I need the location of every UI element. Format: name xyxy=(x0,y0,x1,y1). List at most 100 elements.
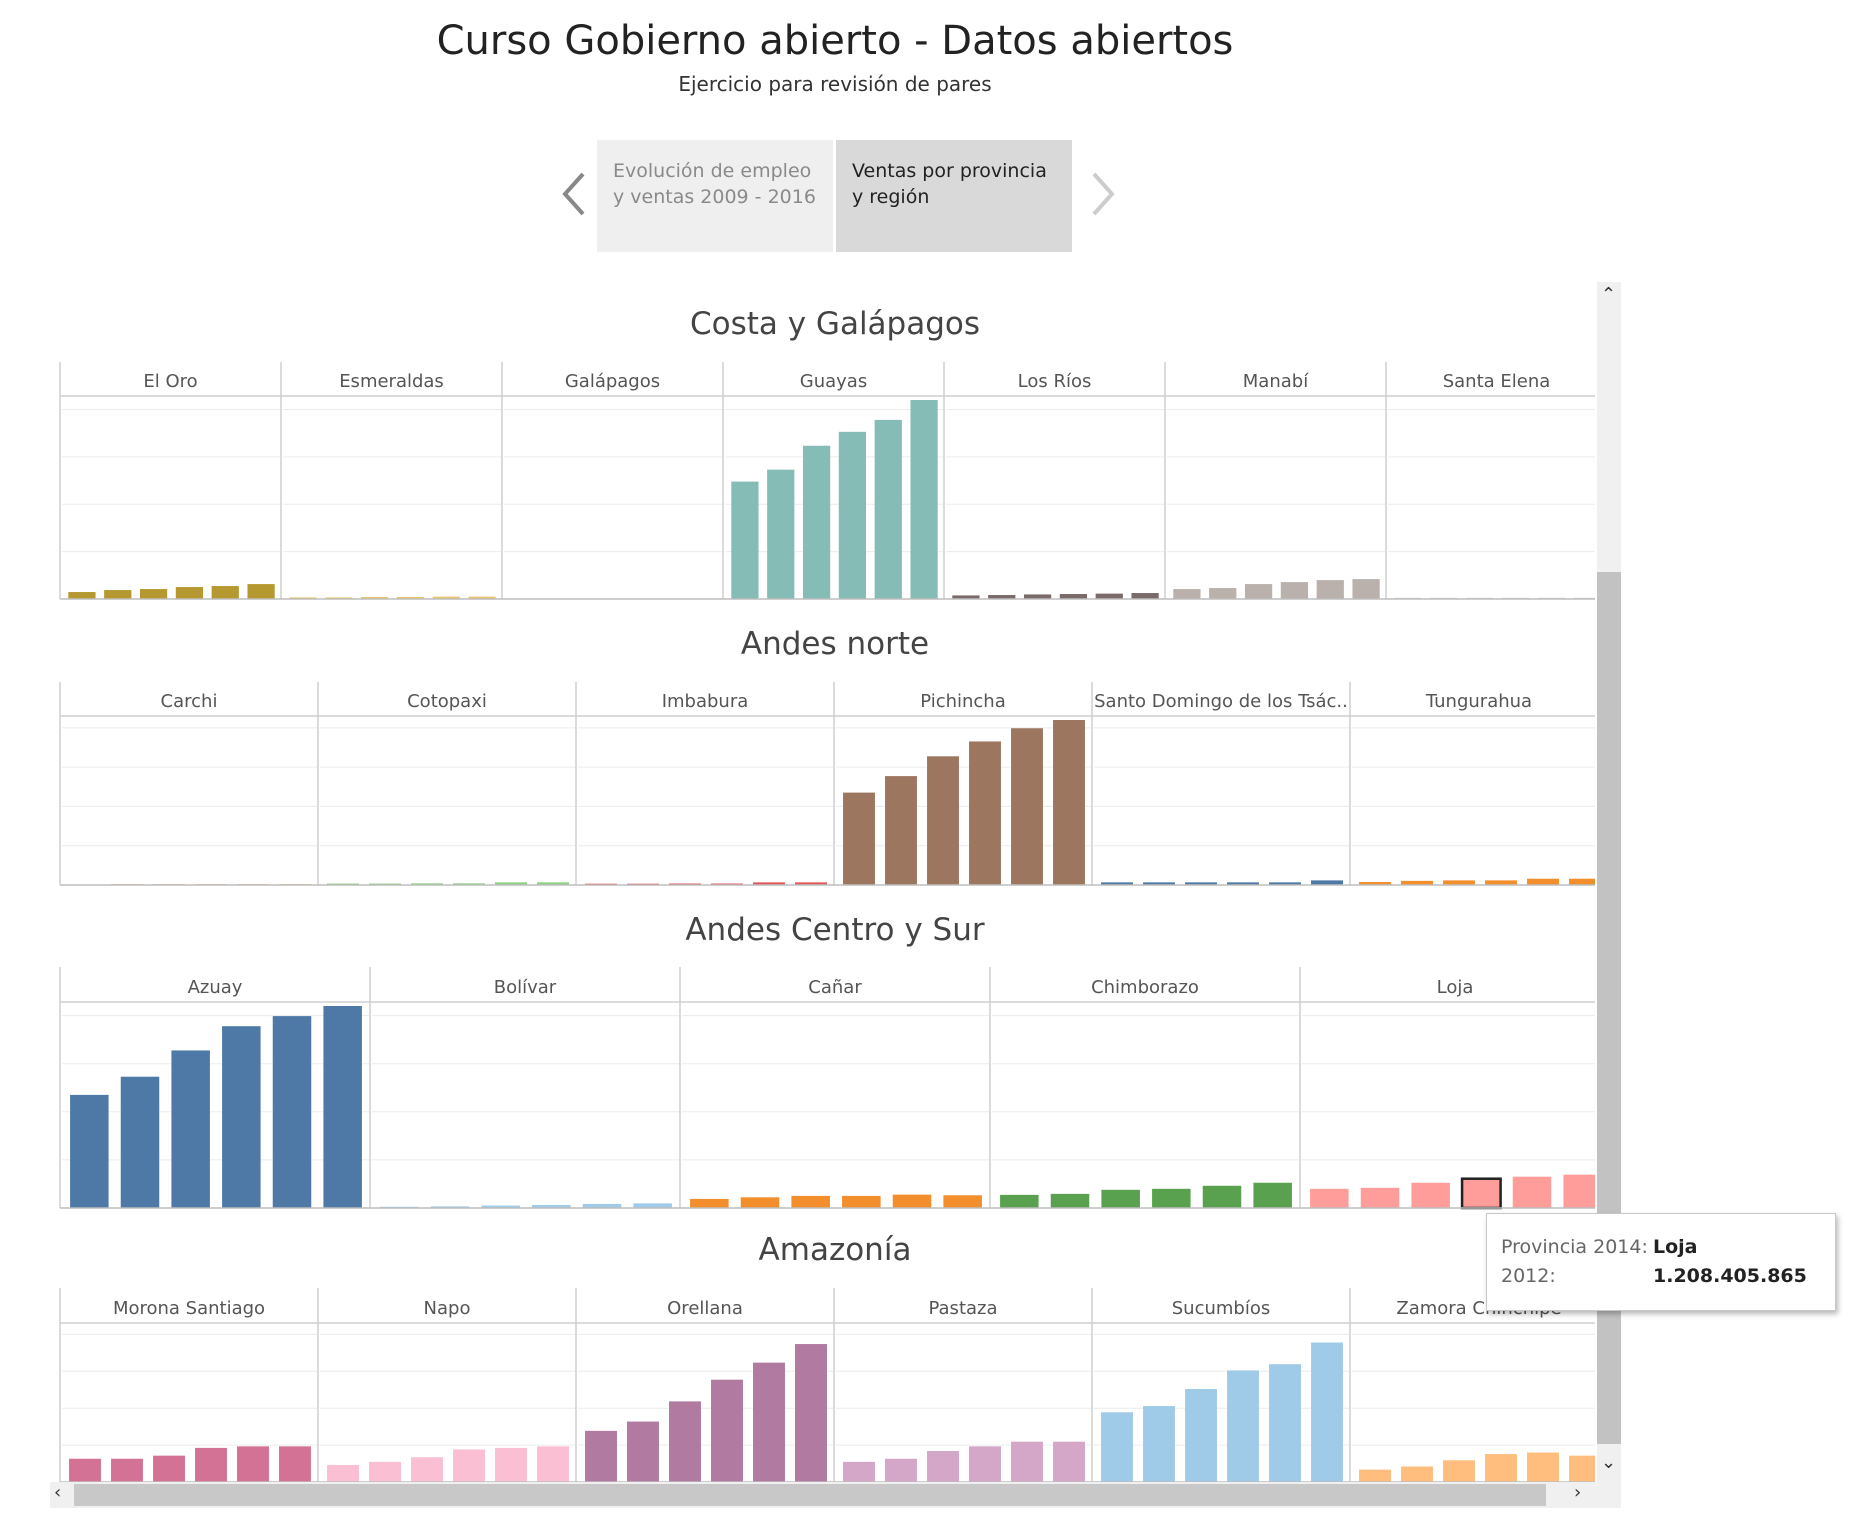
panel-label-chimborazo: Chimborazo xyxy=(1091,977,1199,998)
panel-label-imbabura: Imbabura xyxy=(662,691,749,712)
panel-label-bolivar: Bolívar xyxy=(494,977,557,998)
bar-el-oro-1 xyxy=(104,590,132,599)
bar-pichincha-3 xyxy=(969,741,1001,885)
bar-zamora-chinchipe-2 xyxy=(1443,1460,1475,1482)
bar-tungurahua-1 xyxy=(1401,880,1433,885)
bar-manabi-3 xyxy=(1280,582,1309,599)
panel-label-el-oro: El Oro xyxy=(143,371,197,392)
panel-label-santo-domingo-de-los-tsac: Santo Domingo de los Tsác.. xyxy=(1094,691,1348,712)
panel-label-azuay: Azuay xyxy=(188,977,243,998)
bar-guayas-5 xyxy=(910,400,938,599)
bar-pastaza-0 xyxy=(843,1461,875,1482)
bar-zamora-chinchipe-0 xyxy=(1359,1469,1391,1482)
scroll-down-icon[interactable]: ⌄ xyxy=(1601,1452,1617,1473)
bar-cotopaxi-4 xyxy=(495,882,527,885)
bar-esmeraldas-2 xyxy=(360,597,389,599)
bar-los-rios-0 xyxy=(952,595,980,599)
bar-loja-0 xyxy=(1310,1188,1349,1208)
bar-el-oro-5 xyxy=(247,584,275,599)
bar-morona-santiago-4 xyxy=(237,1446,269,1482)
panel-label-esmeraldas: Esmeraldas xyxy=(339,371,444,392)
bar-canar-0 xyxy=(690,1198,729,1208)
scroll-right-icon[interactable]: › xyxy=(1574,1482,1582,1503)
scroll-left-icon[interactable]: ‹ xyxy=(54,1482,62,1503)
bar-loja-4 xyxy=(1512,1176,1552,1208)
bar-imbabura-5 xyxy=(795,882,827,885)
bar-guayas-0 xyxy=(731,481,759,599)
bar-santo-domingo-de-los-tsac-4 xyxy=(1269,882,1301,885)
bar-santo-domingo-de-los-tsac-1 xyxy=(1143,882,1175,885)
bar-sucumbios-0 xyxy=(1101,1412,1133,1482)
bar-chimborazo-4 xyxy=(1202,1185,1242,1208)
bar-imbabura-4 xyxy=(753,882,785,885)
panel-label-canar: Cañar xyxy=(808,977,862,998)
bar-loja-5 xyxy=(1563,1174,1595,1208)
bar-el-oro-3 xyxy=(175,587,204,599)
tooltip-year-label: 2012: xyxy=(1501,1264,1556,1287)
tooltip-province-value: Loja xyxy=(1653,1235,1698,1258)
bar-manabi-2 xyxy=(1244,584,1273,599)
bar-los-rios-5 xyxy=(1131,593,1159,599)
panel-label-galapagos: Galápagos xyxy=(565,371,660,392)
bar-los-rios-1 xyxy=(988,595,1016,599)
panel-label-pastaza: Pastaza xyxy=(928,1298,997,1319)
bar-azuay-3 xyxy=(222,1026,261,1208)
bar-guayas-3 xyxy=(838,431,867,599)
bar-loja-2 xyxy=(1411,1182,1450,1208)
panel-label-carchi: Carchi xyxy=(161,691,218,712)
bar-napo-4 xyxy=(495,1447,527,1482)
bar-pastaza-5 xyxy=(1053,1441,1085,1482)
bar-canar-5 xyxy=(943,1195,982,1208)
bar-orellana-5 xyxy=(795,1344,827,1482)
bar-tungurahua-5 xyxy=(1569,878,1595,885)
bar-el-oro-0 xyxy=(68,592,96,599)
bar-zamora-chinchipe-3 xyxy=(1485,1454,1517,1482)
bar-los-rios-3 xyxy=(1059,594,1088,599)
bar-manabi-5 xyxy=(1352,579,1380,599)
bar-manabi-0 xyxy=(1173,589,1201,599)
region-title: Costa y Galápagos xyxy=(690,306,980,342)
next-arrow-icon[interactable] xyxy=(1082,168,1122,220)
bar-pichincha-1 xyxy=(885,776,917,885)
bar-cotopaxi-3 xyxy=(453,883,485,885)
bar-napo-2 xyxy=(411,1457,443,1482)
vertical-scrollbar-thumb[interactable] xyxy=(1597,572,1621,1444)
bar-pastaza-4 xyxy=(1011,1441,1043,1482)
bar-santo-domingo-de-los-tsac-3 xyxy=(1227,882,1259,885)
bar-santo-domingo-de-los-tsac-0 xyxy=(1101,882,1133,885)
bar-esmeraldas-4 xyxy=(432,596,460,599)
bar-orellana-4 xyxy=(753,1362,785,1482)
dashboard-title: Curso Gobierno abierto - Datos abiertos xyxy=(436,18,1234,64)
panel-label-sucumbios: Sucumbíos xyxy=(1172,1298,1271,1319)
bar-sucumbios-3 xyxy=(1227,1370,1259,1482)
bar-bolivar-2 xyxy=(481,1205,520,1208)
scroll-up-icon[interactable]: ⌃ xyxy=(1601,284,1617,305)
story-point-sales-by-province[interactable]: Ventas por provincia y región xyxy=(836,140,1072,252)
tooltip-row-year: 2012: 1.208.405.865 xyxy=(1501,1261,1821,1290)
bar-guayas-2 xyxy=(802,445,831,599)
panel-label-pichincha: Pichincha xyxy=(920,691,1006,712)
bar-tungurahua-2 xyxy=(1443,880,1475,885)
story-point-employment-sales[interactable]: Evolución de empleo y ventas 2009 - 2016 xyxy=(597,140,833,252)
horizontal-scrollbar-thumb[interactable] xyxy=(74,1484,1546,1506)
bar-chimborazo-3 xyxy=(1152,1188,1191,1208)
panel-label-manabi: Manabí xyxy=(1243,371,1309,392)
bar-morona-santiago-3 xyxy=(195,1447,227,1482)
bar-los-rios-2 xyxy=(1023,594,1052,599)
bar-azuay-4 xyxy=(272,1016,312,1208)
bar-morona-santiago-0 xyxy=(69,1458,101,1482)
bar-tungurahua-3 xyxy=(1485,880,1517,885)
bar-loja-1 xyxy=(1360,1187,1400,1208)
bar-chimborazo-2 xyxy=(1101,1189,1140,1208)
bar-chimborazo-5 xyxy=(1253,1182,1292,1208)
bar-zamora-chinchipe-1 xyxy=(1401,1466,1433,1482)
bar-bolivar-3 xyxy=(532,1204,571,1208)
bar-sucumbios-1 xyxy=(1143,1406,1175,1482)
bar-cotopaxi-5 xyxy=(537,882,569,885)
region-title: Andes norte xyxy=(741,626,929,662)
bar-loja-3 xyxy=(1460,1177,1502,1210)
previous-arrow-icon[interactable] xyxy=(555,168,595,220)
region-title: Amazonía xyxy=(759,1232,912,1268)
bar-tungurahua-0 xyxy=(1359,882,1391,885)
